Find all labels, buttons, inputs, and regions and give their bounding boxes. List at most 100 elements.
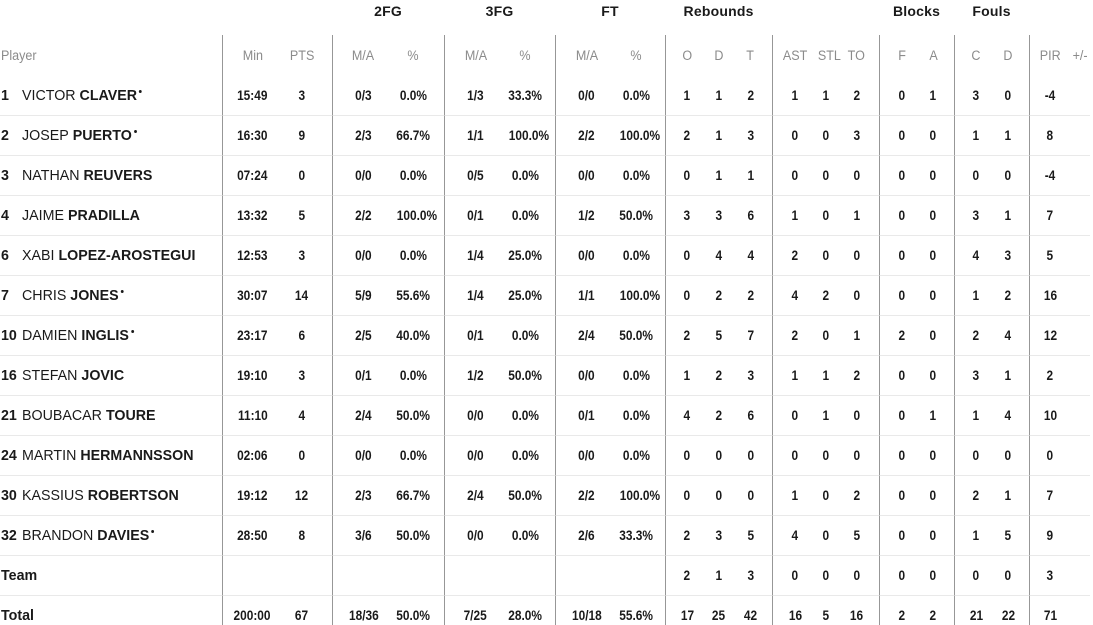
stat-cell-2fg-pct: 66.7% bbox=[394, 475, 445, 515]
stat-cell-pts: 12 bbox=[282, 475, 332, 515]
stat-cell-pir: 7 bbox=[1029, 195, 1071, 235]
stat-value: 1 bbox=[715, 568, 722, 583]
stat-cell-3fg-ma: 1/2 bbox=[444, 355, 507, 395]
stat-cell-min: 13:32 bbox=[222, 195, 282, 235]
stat-cell-stl: 0 bbox=[817, 235, 835, 275]
player-first-name: KASSIUS bbox=[22, 487, 84, 504]
stat-value: 1 bbox=[683, 368, 691, 383]
stat-value: 2 bbox=[822, 288, 829, 303]
column-header-label: O bbox=[682, 47, 692, 63]
stat-cell-blk-ag: 0 bbox=[924, 435, 955, 475]
stat-value: 22 bbox=[1001, 608, 1015, 623]
stat-value: 0 bbox=[898, 288, 906, 303]
stat-cell-2fg-pct: 0.0% bbox=[394, 355, 445, 395]
stat-cell-2fg-pct: 0.0% bbox=[394, 435, 445, 475]
column-header-row: Player Min PTS M/A% M/A% M/A% O D T AST STL TO F A C D P… bbox=[0, 35, 1090, 75]
stat-value: 3/6 bbox=[355, 528, 372, 543]
group-header-spacer bbox=[1029, 0, 1090, 35]
total-label: Total bbox=[1, 607, 34, 624]
stat-value: 0 bbox=[929, 528, 937, 543]
stat-value: 0 bbox=[972, 168, 980, 183]
player-first-name: DAMIEN bbox=[22, 327, 78, 344]
stat-value: 0 bbox=[898, 128, 906, 143]
stat-cell-blk-ag: 0 bbox=[924, 355, 955, 395]
stat-cell-foul-cm: 1 bbox=[954, 275, 998, 315]
stat-value: 0 bbox=[898, 448, 906, 463]
stat-cell-ft-ma: 1/1 bbox=[555, 275, 618, 315]
stat-cell-plus-minus bbox=[1070, 355, 1091, 395]
stat-cell-pts: 4 bbox=[282, 395, 332, 435]
stat-value: 7/25 bbox=[463, 608, 488, 623]
stat-cell-2fg-pct: 0.0% bbox=[394, 235, 445, 275]
player-name: CHRIS JONES bbox=[22, 287, 124, 304]
stat-value: 0 bbox=[683, 488, 691, 503]
stat-group-header-row: 2FG 3FG FT Rebounds Blocks Fouls bbox=[0, 0, 1090, 35]
stat-cell-ast: 0 bbox=[772, 155, 818, 195]
stat-value: 3 bbox=[298, 368, 306, 383]
stat-value: 3 bbox=[683, 208, 691, 223]
stat-value: 0/0 bbox=[578, 448, 595, 463]
stat-cell-ft-pct bbox=[617, 555, 666, 595]
player-last-name: INGLIS bbox=[81, 327, 129, 344]
stat-cell-3fg-ma: 0/5 bbox=[444, 155, 507, 195]
stat-cell-plus-minus bbox=[1070, 595, 1091, 625]
column-header-plus-minus: +/- bbox=[1070, 35, 1090, 75]
stat-cell-ft-ma: 0/0 bbox=[555, 435, 618, 475]
stat-cell-foul-rv: 0 bbox=[997, 555, 1030, 595]
stat-value: 3 bbox=[298, 248, 306, 263]
stat-value: 100.0% bbox=[508, 128, 550, 143]
column-header-label: Player bbox=[1, 47, 37, 63]
jersey-number: 4 bbox=[1, 207, 9, 224]
stat-value: 5 bbox=[747, 528, 754, 543]
stat-cell-reb-d: 1 bbox=[708, 155, 730, 195]
stat-value: 15:49 bbox=[237, 87, 268, 103]
stat-cell-min: 19:10 bbox=[222, 355, 282, 395]
stat-value: 1 bbox=[1004, 488, 1012, 503]
column-header-blk-fv: F bbox=[879, 35, 924, 75]
stat-value: 2 bbox=[898, 328, 906, 343]
stat-cell-stl: 0 bbox=[817, 115, 835, 155]
player-cell: 24 MARTIN HERMANNSSON bbox=[0, 435, 222, 475]
stat-cell-reb-o: 1 bbox=[665, 75, 708, 115]
stat-cell-ft-ma: 2/4 bbox=[555, 315, 618, 355]
stat-cell-reb-d: 0 bbox=[708, 435, 730, 475]
stat-cell-foul-rv: 0 bbox=[997, 75, 1029, 115]
stat-value: 66.7% bbox=[396, 128, 430, 143]
stat-value: 4 bbox=[298, 408, 306, 423]
stat-value: 9 bbox=[1046, 528, 1054, 543]
stat-cell-to: 3 bbox=[834, 115, 880, 155]
stat-value: 0 bbox=[791, 448, 799, 463]
stat-value: 1 bbox=[822, 408, 829, 423]
column-header-label: % bbox=[519, 47, 531, 63]
stat-value: 19:12 bbox=[237, 488, 268, 503]
jersey-number: 16 bbox=[1, 367, 17, 384]
column-header-reb-d: D bbox=[708, 35, 729, 75]
column-header-reb-o: O bbox=[665, 35, 708, 75]
stat-value: 2 bbox=[683, 328, 691, 343]
stat-cell-3fg-pct: 25.0% bbox=[506, 275, 556, 315]
stat-cell-to: 5 bbox=[834, 515, 880, 555]
stat-cell-foul-cm: 21 bbox=[954, 595, 998, 625]
player-name: NATHAN REUVERS bbox=[22, 167, 152, 184]
stat-value: 6 bbox=[747, 208, 754, 223]
player-cell: 1 VICTOR CLAVER bbox=[0, 75, 222, 115]
stat-cell-plus-minus bbox=[1070, 235, 1091, 275]
stat-value: 2 bbox=[853, 368, 860, 383]
stat-cell-reb-d: 0 bbox=[708, 475, 730, 515]
column-header-blk-ag: A bbox=[924, 35, 954, 75]
stat-value: 0/0 bbox=[355, 248, 372, 263]
stat-value: 2 bbox=[791, 248, 799, 263]
stat-cell-foul-cm: 3 bbox=[954, 195, 998, 235]
stat-value: 0 bbox=[898, 368, 906, 383]
stat-value: 0.0% bbox=[511, 408, 539, 423]
stat-value: 50.0% bbox=[508, 368, 542, 383]
stat-cell-ast: 0 bbox=[772, 115, 818, 155]
player-first-name: JAIME bbox=[22, 207, 64, 224]
stat-value: 1 bbox=[791, 87, 799, 103]
group-header-rebounds: Rebounds bbox=[683, 3, 754, 19]
stat-value: 0/0 bbox=[467, 408, 484, 423]
player-first-name: VICTOR bbox=[22, 86, 76, 104]
player-last-name: JONES bbox=[70, 287, 119, 304]
stat-cell-foul-cm: 3 bbox=[954, 75, 997, 115]
